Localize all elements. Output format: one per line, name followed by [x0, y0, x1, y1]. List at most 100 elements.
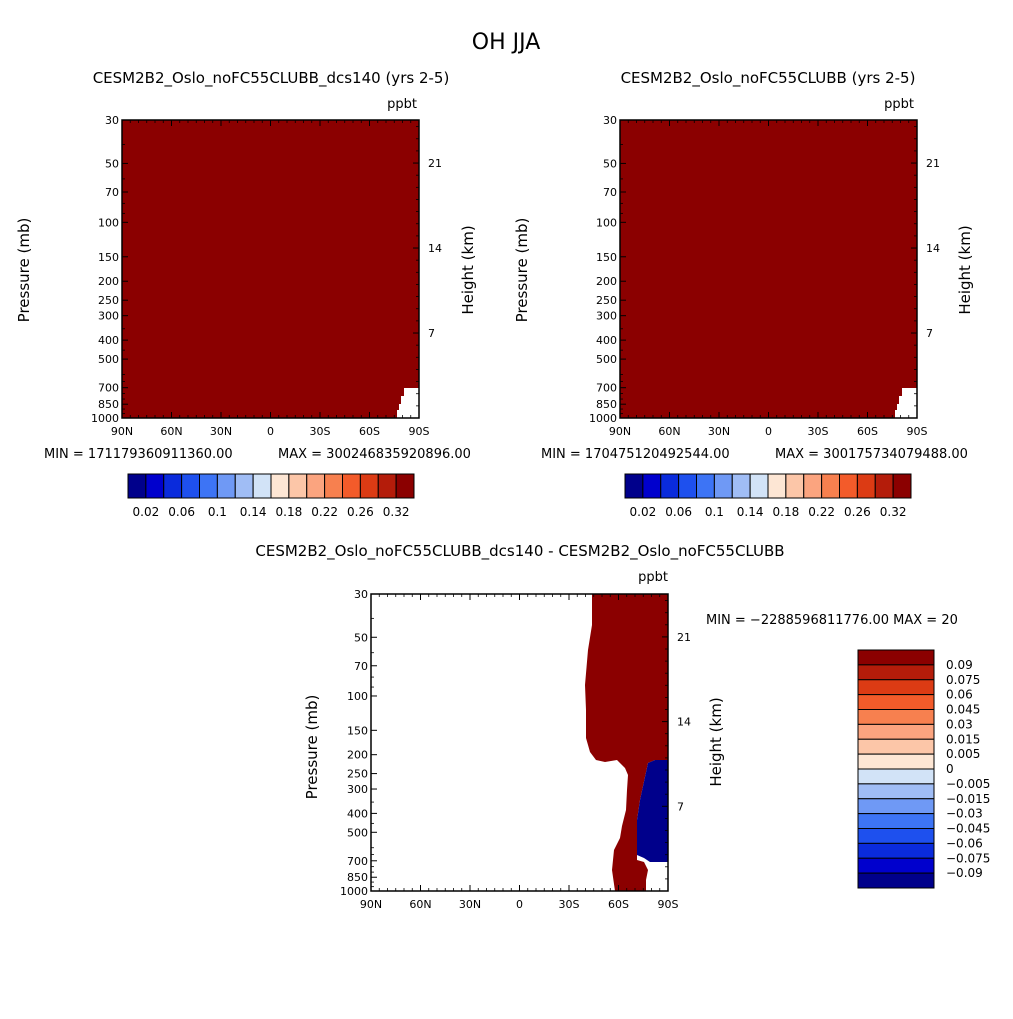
panel-2-min: MIN = 170475120492544.00 — [541, 447, 730, 462]
panel-3-colorbar-box — [857, 857, 935, 874]
panel-3-colorbar-label: 0.045 — [946, 703, 980, 717]
panel-3-ytick-label: 70 — [354, 660, 368, 673]
panel-3: CESM2B2_Oslo_noFC55CLUBB_dcs140 - CESM2B… — [255, 542, 990, 911]
panel-3-ytick-label: 1000 — [340, 885, 368, 898]
panel-3-colorbar-box — [857, 753, 935, 770]
panel-1-ytick-label: 850 — [98, 398, 119, 411]
panel-3-colorbar-label: 0 — [946, 762, 954, 776]
panel-1-colorbar-box — [145, 473, 165, 499]
panel-3-colorbar-label: 0.075 — [946, 673, 980, 687]
panel-1-colorbar-box — [342, 473, 361, 499]
panel-2-ytick-label: 300 — [596, 310, 617, 323]
panel-1-ytick-label: 700 — [98, 382, 119, 395]
panel-2-ytick-label: 500 — [596, 353, 617, 366]
panel-2-title: CESM2B2_Oslo_noFC55CLUBB (yrs 2-5) — [621, 69, 916, 88]
panel-2-ytick-label: 100 — [596, 216, 617, 229]
panel-1-xtick-label: 60S — [359, 425, 380, 438]
panel-2-colorbar-label: 0.06 — [665, 505, 692, 519]
panel-3-ytick-label: 30 — [354, 588, 368, 601]
panel-3-colorbar-label: −0.075 — [946, 851, 990, 865]
panel-3-xtick-label: 90S — [658, 898, 679, 911]
panel-3-colorbar-box — [857, 694, 935, 710]
panel-1-ylabel-right: Height (km) — [459, 225, 477, 314]
panel-3-colorbar-box — [857, 664, 935, 681]
panel-1-xtick-label: 90S — [409, 425, 430, 438]
panel-3-colorbar-box — [857, 872, 935, 889]
panel-2-ytick-label: 200 — [596, 275, 617, 288]
panel-3-ytick-label: 100 — [347, 690, 368, 703]
panel-2-colorbar-box — [624, 473, 644, 499]
panel-1-colorbar-box — [395, 473, 415, 499]
panel-3-colorbar-box — [857, 709, 935, 725]
panel-3-colorbar-box — [857, 768, 935, 785]
panel-2-colorbar-box — [874, 473, 894, 499]
panel-2-units: ppbt — [884, 97, 914, 112]
panel-1-xtick-label: 0 — [267, 425, 274, 438]
panel-3-colorbar-label: 0.005 — [946, 747, 980, 761]
panel-1-colorbar-box — [306, 473, 326, 499]
panel-3-colorbar-label: −0.045 — [946, 822, 990, 836]
panel-1-ytick-label: 30 — [105, 114, 119, 127]
panel-2-ytick-right-label: 7 — [926, 327, 933, 340]
panel-2: CESM2B2_Oslo_noFC55CLUBB (yrs 2-5) ppbt … — [513, 69, 974, 519]
panel-2-colorbar-box — [785, 473, 805, 499]
panel-3-ylabel: Pressure (mb) — [303, 695, 321, 800]
panel-3-colorbar-label: 0.09 — [946, 658, 973, 672]
panel-3-xtick-label: 60S — [608, 898, 629, 911]
panel-2-ytick-label: 30 — [603, 114, 617, 127]
panel-1-units: ppbt — [387, 97, 417, 112]
panel-2-colorbar-label: 0.32 — [880, 505, 907, 519]
panel-2-xtick-label: 90S — [907, 425, 928, 438]
panel-3-colorbar-box — [857, 842, 935, 859]
panel-1-ytick-label: 1000 — [91, 412, 119, 425]
panel-3-colorbar-box — [857, 813, 935, 829]
panel-2-ylabel-right: Height (km) — [956, 225, 974, 314]
panel-3-xtick-label: 60N — [409, 898, 431, 911]
panel-2-colorbar-box — [803, 473, 823, 499]
panel-1-ytick-label: 250 — [98, 294, 119, 307]
panel-3-colorbar-label: −0.005 — [946, 777, 990, 791]
panel-1-xtick-label: 30N — [210, 425, 232, 438]
panel-3-colorbar-box — [857, 649, 935, 666]
panel-3-minmax: MIN = −2288596811776.00 MAX = 20 — [706, 613, 958, 628]
panel-2-colorbar-box — [767, 473, 787, 499]
panel-2-colorbar-box — [892, 473, 912, 499]
panel-3-colorbar-label: 0.06 — [946, 688, 973, 702]
panel-3-colorbar-box — [857, 798, 935, 815]
panel-2-colorbar-label: 0.22 — [808, 505, 835, 519]
panel-1-max: MAX = 300246835920896.00 — [278, 447, 471, 462]
panel-2-ytick-label: 400 — [596, 334, 617, 347]
panel-1-colorbar-box — [252, 473, 272, 499]
panel-1-colorbar-box — [377, 473, 397, 499]
panel-2-colorbar-label: 0.02 — [630, 505, 657, 519]
panel-1-colorbar-box — [216, 473, 236, 499]
panel-2-xtick-label: 30S — [808, 425, 829, 438]
panel-3-positive-region — [585, 594, 668, 891]
panel-3-xtick-label: 90N — [360, 898, 382, 911]
panel-2-xtick-label: 90N — [609, 425, 631, 438]
panel-2-ytick-label: 700 — [596, 382, 617, 395]
panel-3-ytick-right-label: 14 — [677, 716, 691, 729]
panel-3-colorbar-label: −0.015 — [946, 792, 990, 806]
panel-3-colorbar-label: −0.06 — [946, 836, 983, 850]
panel-1-min: MIN = 171179360911360.00 — [44, 447, 233, 462]
panel-3-colorbar-box — [857, 828, 935, 844]
panel-2-ytick-label: 1000 — [589, 412, 617, 425]
panel-2-ytick-label: 70 — [603, 186, 617, 199]
panel-1-ytick-label: 300 — [98, 310, 119, 323]
panel-1-colorbar-box — [163, 473, 183, 499]
panel-1-ytick-label: 150 — [98, 251, 119, 264]
panel-3-ytick-label: 850 — [347, 871, 368, 884]
panel-2-ytick-label: 150 — [596, 251, 617, 264]
panel-3-units: ppbt — [638, 570, 668, 585]
panel-1-ytick-right-label: 21 — [428, 157, 442, 170]
panel-2-colorbar-box — [660, 473, 680, 499]
panel-3-colorbar-box — [857, 679, 935, 696]
panel-2-max: MAX = 300175734079488.00 — [775, 447, 968, 462]
panel-3-ytick-label: 250 — [347, 768, 368, 781]
panel-1-colorbar-label: 0.1 — [208, 505, 227, 519]
panel-2-ytick-label: 50 — [603, 157, 617, 170]
panel-1-title: CESM2B2_Oslo_noFC55CLUBB_dcs140 (yrs 2-5… — [93, 69, 450, 88]
panel-2-ytick-label: 850 — [596, 398, 617, 411]
